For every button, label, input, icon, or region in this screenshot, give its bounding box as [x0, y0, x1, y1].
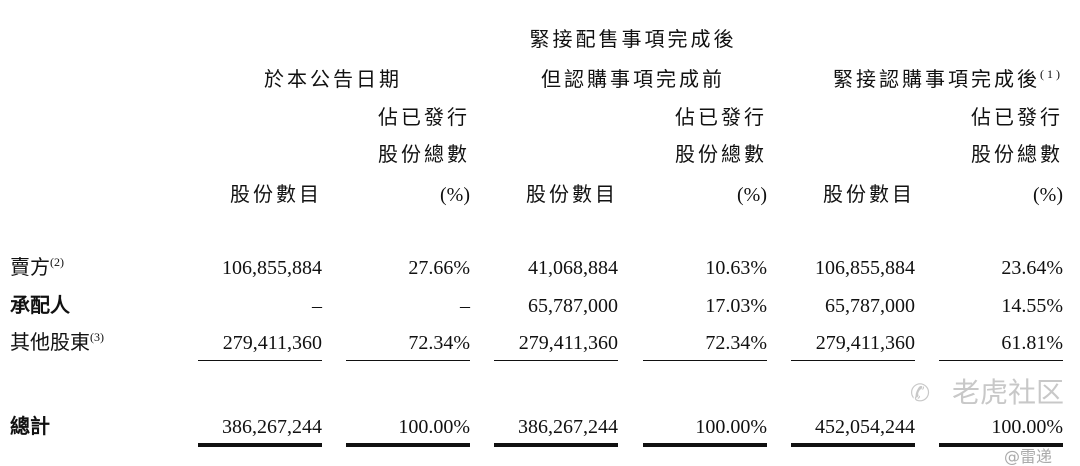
- subtotal-rule: [494, 360, 618, 361]
- col-header-pct-line3: (%): [1033, 184, 1063, 206]
- total-cell: 100.00%: [695, 416, 767, 438]
- col-header-pct-line1: 佔已發行: [971, 107, 1063, 129]
- col-header-pct-line3: (%): [440, 184, 470, 206]
- total-cell: 452,054,244: [815, 416, 915, 438]
- table-cell: 17.03%: [705, 295, 767, 317]
- group-title-text: 但認購事項完成前: [541, 69, 725, 91]
- col-header-pct-line2: 股份總數: [971, 144, 1063, 166]
- row-label: 賣方(2): [10, 256, 64, 280]
- total-cell: 100.00%: [398, 416, 470, 438]
- total-double-rule: [643, 443, 767, 447]
- total-cell: 100.00%: [991, 416, 1063, 438]
- table-cell: 106,855,884: [222, 257, 322, 279]
- table-cell: 27.66%: [408, 257, 470, 279]
- table-cell: 14.55%: [1001, 295, 1063, 317]
- col-header-pct-line2: 股份總數: [675, 144, 767, 166]
- total-cell: 386,267,244: [518, 416, 618, 438]
- subtotal-rule: [939, 360, 1063, 361]
- col-header-pct-line1: 佔已發行: [675, 107, 767, 129]
- subtotal-rule: [643, 360, 767, 361]
- group-title-3: 緊接認購事項完成後(1): [788, 68, 1080, 92]
- watermark-brand: 老虎社区: [952, 376, 1065, 409]
- total-cell: 386,267,244: [222, 416, 322, 438]
- table-cell: –: [460, 295, 470, 317]
- row-label-text: 賣方: [10, 257, 50, 279]
- table-cell: 10.63%: [705, 257, 767, 279]
- row-label-text: 承配人: [10, 295, 70, 317]
- footnote-marker: (3): [90, 330, 104, 344]
- table-cell: 65,787,000: [825, 295, 915, 317]
- subtotal-rule: [791, 360, 915, 361]
- group-title-1: 於本公告日期: [173, 68, 493, 92]
- header-top-span: 緊接配售事項完成後: [529, 29, 737, 51]
- footnote-marker: (1): [1040, 67, 1063, 81]
- col-header-pct-line3: (%): [737, 184, 767, 206]
- row-label: 其他股東(3): [10, 331, 104, 355]
- col-header-pct-line1: 佔已發行: [378, 107, 470, 129]
- watermark-logo-icon: ✆: [910, 379, 931, 407]
- table-cell: –: [312, 295, 322, 317]
- col-header-shares: 股份數目: [823, 184, 915, 206]
- total-double-rule: [346, 443, 470, 447]
- total-double-rule: [198, 443, 322, 447]
- table-cell: 279,411,360: [518, 332, 618, 354]
- table-cell: 106,855,884: [815, 257, 915, 279]
- watermark-author: @雷递: [1004, 447, 1053, 466]
- total-double-rule: [939, 443, 1063, 447]
- table-cell: 65,787,000: [528, 295, 618, 317]
- table-cell: 61.81%: [1001, 332, 1063, 354]
- group-title-text: 於本公告日期: [264, 69, 402, 91]
- total-double-rule: [791, 443, 915, 447]
- group-title-2: 但認購事項完成前: [473, 68, 793, 92]
- row-label-text: 其他股東: [10, 332, 90, 354]
- col-header-shares: 股份數目: [526, 184, 618, 206]
- footnote-marker: (2): [50, 255, 64, 269]
- subtotal-rule: [346, 360, 470, 361]
- table-cell: 23.64%: [1001, 257, 1063, 279]
- table-cell: 279,411,360: [222, 332, 322, 354]
- total-double-rule: [494, 443, 618, 447]
- group-title-text: 緊接認購事項完成後: [833, 69, 1040, 91]
- table-cell: 41,068,884: [528, 257, 618, 279]
- total-label: 總計: [10, 416, 50, 438]
- table-cell: 72.34%: [408, 332, 470, 354]
- row-label: 承配人: [10, 294, 70, 318]
- col-header-shares: 股份數目: [230, 184, 322, 206]
- col-header-pct-line2: 股份總數: [378, 144, 470, 166]
- subtotal-rule: [198, 360, 322, 361]
- table-cell: 279,411,360: [815, 332, 915, 354]
- table-cell: 72.34%: [705, 332, 767, 354]
